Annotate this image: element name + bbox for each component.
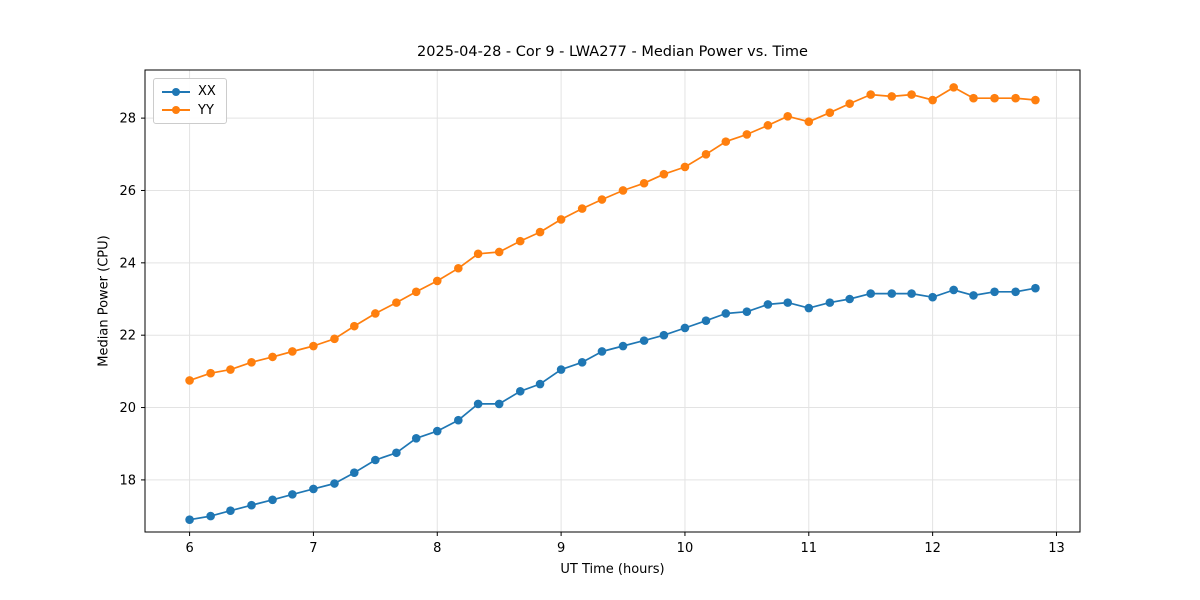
svg-text:24: 24 bbox=[119, 256, 136, 271]
svg-text:18: 18 bbox=[119, 473, 136, 488]
legend-line-sample-yy bbox=[162, 106, 190, 115]
y-axis-label: Median Power (CPU) bbox=[96, 235, 112, 367]
svg-text:13: 13 bbox=[1048, 541, 1065, 556]
svg-text:26: 26 bbox=[119, 184, 136, 199]
svg-text:12: 12 bbox=[924, 541, 941, 556]
legend: XX YY bbox=[153, 78, 227, 125]
svg-text:9: 9 bbox=[557, 541, 565, 556]
svg-text:11: 11 bbox=[801, 541, 818, 556]
legend-item-label: YY bbox=[198, 102, 214, 118]
svg-text:7: 7 bbox=[309, 541, 317, 556]
svg-text:10: 10 bbox=[677, 541, 694, 556]
legend-marker-yy bbox=[172, 106, 180, 115]
figure-title: 2025-04-28 - Cor 9 - LWA277 - Median Pow… bbox=[417, 44, 808, 60]
legend-item-label: XX bbox=[198, 84, 216, 99]
legend-item-xx: XX bbox=[162, 84, 216, 100]
legend-marker-xx bbox=[172, 87, 180, 96]
legend-line-sample-xx bbox=[162, 87, 190, 96]
svg-text:20: 20 bbox=[119, 401, 136, 416]
svg-text:28: 28 bbox=[119, 112, 136, 127]
svg-text:8: 8 bbox=[433, 541, 441, 556]
svg-text:22: 22 bbox=[119, 329, 136, 344]
svg-text:6: 6 bbox=[185, 541, 193, 556]
legend-item-yy: YY bbox=[162, 103, 216, 119]
x-axis-label: UT Time (hours) bbox=[560, 562, 665, 577]
